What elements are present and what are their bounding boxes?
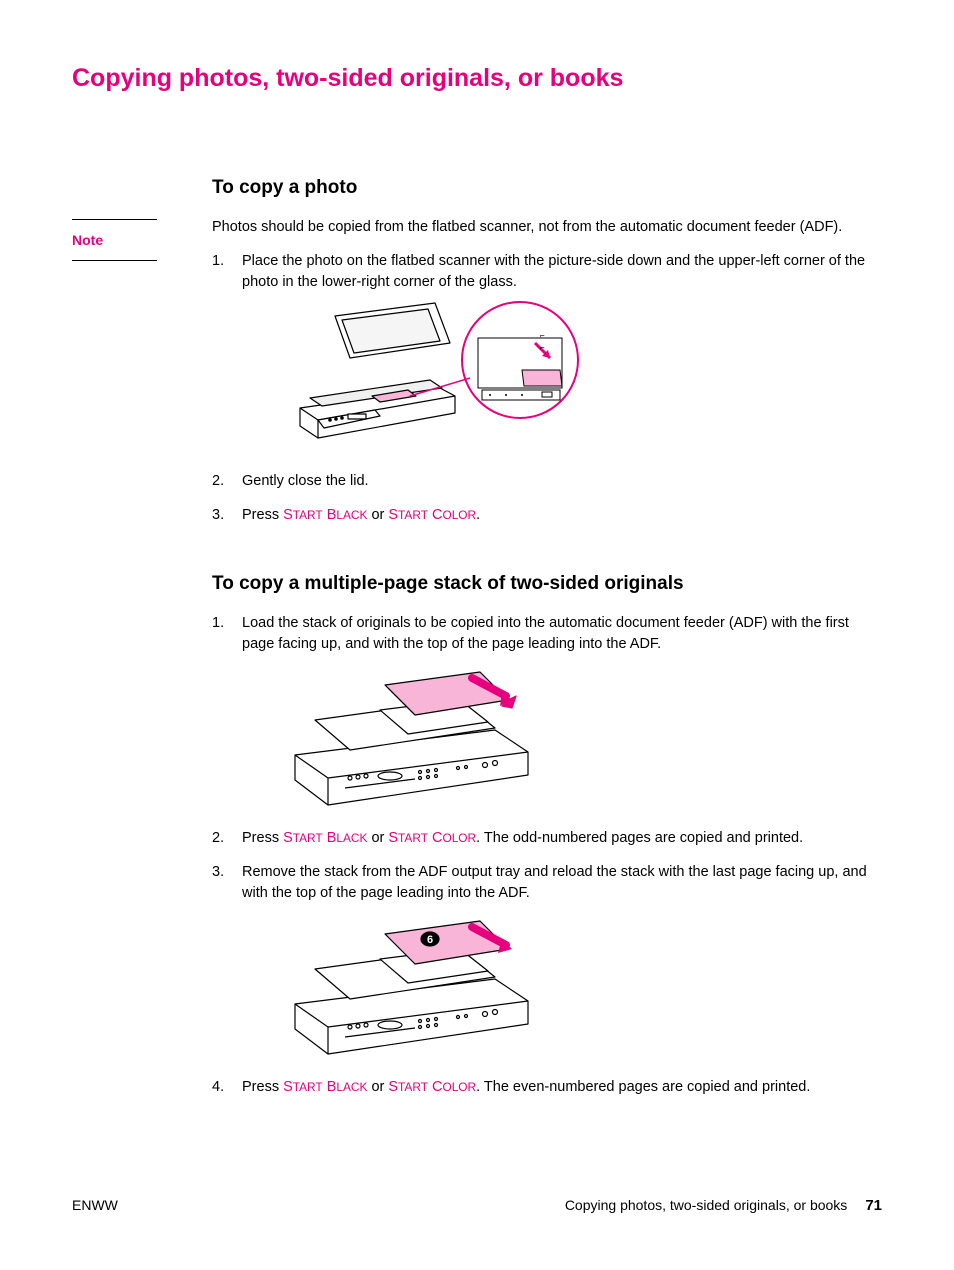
s2-step2-pre: Press xyxy=(242,830,283,846)
page-number: 71 xyxy=(865,1197,882,1214)
svg-text:6: 6 xyxy=(427,934,433,946)
s2-step3: Remove the stack from the ADF output tra… xyxy=(212,862,882,1059)
section1-heading: To copy a photo xyxy=(212,177,882,199)
s2-step2-post: . The odd-numbered pages are copied and … xyxy=(476,830,803,846)
start-black-label: START BLACK xyxy=(283,830,367,846)
s2-step1-text: Load the stack of originals to be copied… xyxy=(242,615,849,651)
section2-heading: To copy a multiple-page stack of two-sid… xyxy=(212,573,882,595)
s1-step1-text: Place the photo on the flatbed scanner w… xyxy=(242,253,865,289)
page-title: Copying photos, two-sided originals, or … xyxy=(72,64,882,93)
start-black-label: START BLACK xyxy=(283,1079,367,1095)
s2-step4-post: . The even-numbered pages are copied and… xyxy=(476,1079,810,1095)
start-color-label: START COLOR xyxy=(388,1079,476,1095)
s2-step2-or: or xyxy=(367,830,388,846)
svg-text:⌐: ⌐ xyxy=(540,343,545,352)
note-text: Photos should be copied from the flatbed… xyxy=(212,217,882,237)
start-color-label: START COLOR xyxy=(388,830,476,846)
s1-step3: Press START BLACK or START COLOR. xyxy=(212,505,882,525)
figure-flatbed-scanner: ⌐ ⌐ xyxy=(280,298,882,453)
footer-section-title: Copying photos, two-sided originals, or … xyxy=(565,1197,848,1213)
s1-step3-pre: Press xyxy=(242,507,283,523)
s1-step3-or: or xyxy=(367,507,388,523)
footer-left: ENWW xyxy=(72,1197,118,1214)
figure-adf-load xyxy=(280,660,882,810)
s2-step1: Load the stack of originals to be copied… xyxy=(212,613,882,810)
s2-step3-text: Remove the stack from the ADF output tra… xyxy=(242,864,867,900)
s1-step1: Place the photo on the flatbed scanner w… xyxy=(212,251,882,453)
s2-step4: Press START BLACK or START COLOR. The ev… xyxy=(212,1077,882,1097)
s1-step2: Gently close the lid. xyxy=(212,471,882,491)
s2-step4-or: or xyxy=(367,1079,388,1095)
start-black-label: START BLACK xyxy=(283,507,367,523)
s2-step4-pre: Press xyxy=(242,1079,283,1095)
start-color-label: START COLOR xyxy=(388,507,476,523)
figure-adf-reload: 6 xyxy=(280,909,882,1059)
note-label: Note xyxy=(72,219,157,261)
s2-step2: Press START BLACK or START COLOR. The od… xyxy=(212,828,882,848)
svg-text:⌐: ⌐ xyxy=(540,331,545,340)
s1-step3-post: . xyxy=(476,507,480,523)
